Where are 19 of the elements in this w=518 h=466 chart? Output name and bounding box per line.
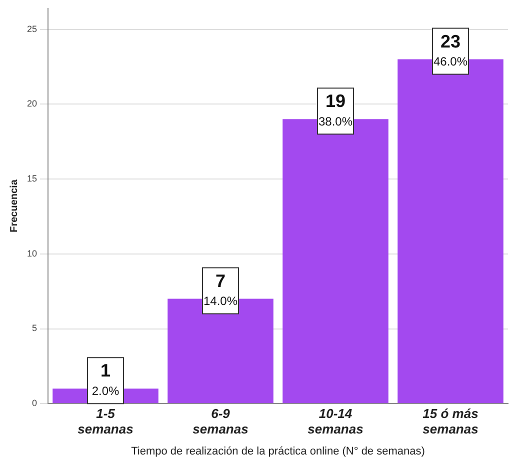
data-label: 7 14.0% (203, 270, 238, 308)
y-tick-label: 5 (32, 323, 38, 334)
bar (168, 298, 274, 404)
y-tick-label: 20 (26, 98, 38, 109)
x-tick-label: 6-9 semanas (192, 406, 248, 437)
y-tick-label: 15 (26, 174, 38, 184)
x-tick-label: 15 ó más semanas (422, 406, 478, 437)
bar (282, 119, 388, 404)
y-tick-label: 25 (26, 24, 38, 34)
x-tick-label: 10-14 semanas (308, 406, 364, 437)
x-axis-title: Tiempo de realización de la práctica online (N° de semanas) (131, 445, 425, 458)
data-label: 19 38.0% (318, 91, 353, 128)
y-tick-label: 10 (26, 248, 38, 258)
x-tick-label: 1-5 semanas (78, 406, 134, 437)
y-tick-label: 0 (32, 398, 38, 408)
bar (398, 59, 504, 404)
data-label: 1 2.0% (92, 360, 120, 398)
data-label: 23 46.0% (433, 31, 468, 69)
y-axis-title: Frecuencia (8, 179, 20, 232)
